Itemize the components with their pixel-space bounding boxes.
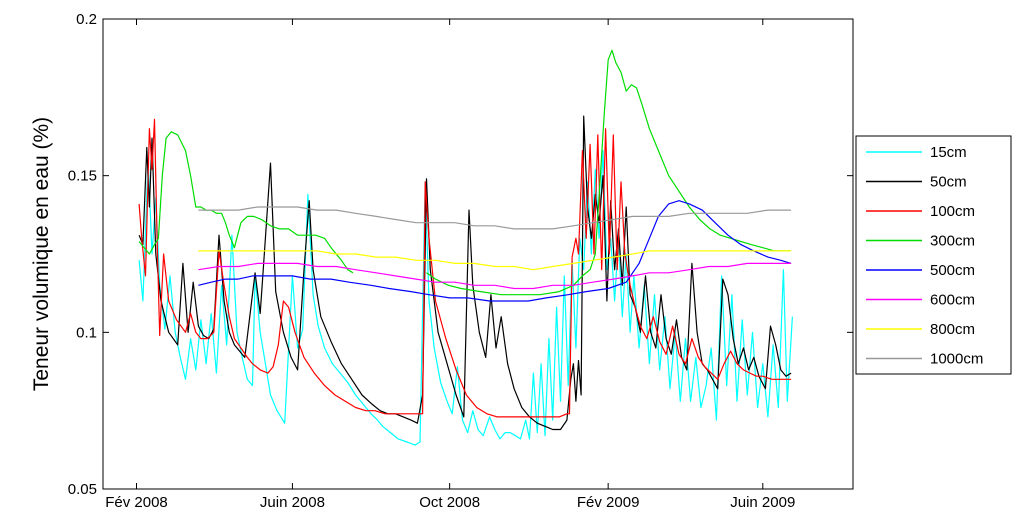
legend-label-800cm: 800cm (930, 321, 975, 338)
legend-label-50cm: 50cm (930, 174, 967, 191)
series-line-15cm (138, 150, 793, 446)
x-tick-label: Oct 2008 (419, 494, 480, 511)
y-tick-label: 0.1 (76, 324, 97, 341)
plot-frame (102, 18, 854, 490)
legend-label-300cm: 300cm (930, 233, 975, 250)
series-line-600cm (198, 262, 792, 290)
legend-label-600cm: 600cm (930, 292, 975, 309)
series-line-1000cm (198, 206, 792, 230)
x-tick-label: Juin 2008 (260, 494, 325, 511)
y-tick-label: 0.15 (68, 168, 97, 185)
series-line-500cm (198, 200, 792, 302)
series-line-800cm (198, 250, 792, 271)
series-line-300cm (138, 131, 354, 274)
legend-box (855, 135, 1012, 375)
legend: 15cm 50cm 100cm 300cm 500cm 600cm 800cm 1000cm (855, 135, 1012, 375)
series-line-100cm (138, 118, 792, 418)
y-tick-label: 0.05 (68, 481, 97, 498)
x-tick-label: Fév 2008 (105, 494, 168, 511)
series-line-50cm (138, 115, 792, 431)
y-tick-label: 0.2 (76, 11, 97, 28)
legend-label-1000cm: 1000cm (930, 351, 983, 368)
x-tick-label: Juin 2009 (730, 494, 795, 511)
series-line-300cm-b (426, 49, 792, 296)
series-layer (138, 49, 793, 446)
axis-layer: 0.05 0.1 0.15 0.2 Fév 2008 Juin 2008 Oct 2008 F… (68, 11, 853, 511)
legend-items: 15cm 50cm 100cm 300cm 500cm 600cm 800cm 1000cm (866, 144, 983, 368)
y-axis-label: Teneur volumique en eau (%) (30, 117, 53, 391)
legend-label-500cm: 500cm (930, 262, 975, 279)
legend-label-100cm: 100cm (930, 203, 975, 220)
x-tick-label: Fév 2009 (577, 494, 640, 511)
legend-label-15cm: 15cm (930, 144, 967, 161)
